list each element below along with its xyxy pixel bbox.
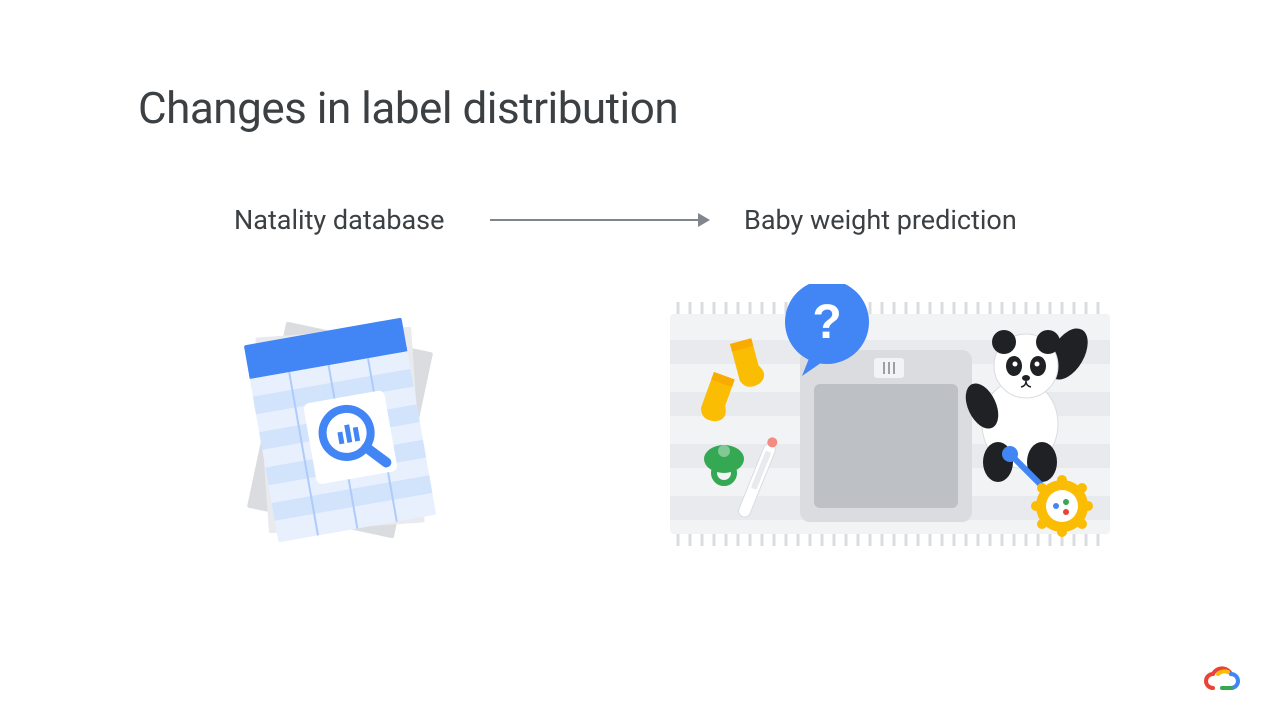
database-illustration [200, 290, 480, 570]
baby-illustration: ? [670, 284, 1120, 584]
svg-text:?: ? [812, 296, 841, 349]
slide-title: Changes in label distribution [138, 82, 678, 134]
left-label: Natality database [234, 204, 444, 236]
arrow-icon [490, 216, 710, 224]
google-cloud-logo-icon [1204, 666, 1240, 696]
right-label: Baby weight prediction [744, 204, 1017, 236]
